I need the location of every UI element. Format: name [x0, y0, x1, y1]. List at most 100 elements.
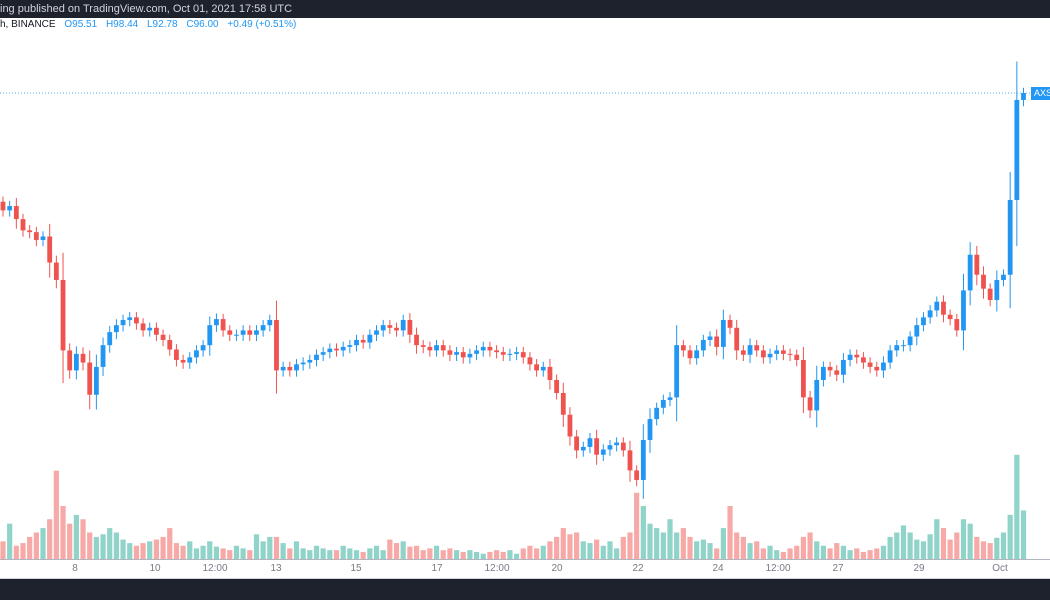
candle-body [207, 325, 213, 346]
volume-bar [740, 536, 746, 559]
candle-body [801, 359, 806, 398]
volume-bar [487, 551, 493, 559]
volume-bar [420, 550, 426, 559]
volume-bar [147, 541, 153, 559]
candle-body [634, 470, 640, 480]
time-tick-label: 22 [632, 563, 644, 574]
volume-bar [467, 550, 473, 559]
volume-bar [80, 519, 86, 559]
candle-body [961, 290, 966, 331]
volume-bar [967, 523, 973, 559]
volume-bar [767, 545, 773, 559]
volume-bar [0, 541, 6, 559]
candle-body [654, 407, 660, 420]
time-tick-label: 10 [149, 563, 161, 574]
candle-body [447, 350, 453, 355]
candle-body [80, 353, 86, 363]
volume-bar [894, 532, 900, 559]
candle-body [527, 357, 533, 365]
volume-bar [507, 550, 513, 559]
volume-bar [380, 550, 386, 559]
volume-bar [920, 541, 927, 559]
candle-body [320, 352, 326, 355]
volume-bar [934, 519, 940, 559]
candle-body [594, 438, 600, 455]
volume-bar [100, 534, 106, 559]
candle-body [394, 327, 399, 331]
candle-body [774, 350, 780, 354]
volume-bar [847, 550, 853, 559]
candle-body [240, 330, 246, 335]
volume-bar [660, 532, 666, 559]
volume-bar [427, 548, 433, 559]
candle-body [494, 350, 499, 353]
candle-body [854, 354, 860, 358]
candle-body [861, 357, 866, 363]
candle-body [807, 397, 813, 411]
volume-bar [480, 553, 486, 559]
candle-body [874, 366, 880, 371]
candle-body [534, 364, 539, 371]
volume-bar [40, 528, 46, 559]
candle-body [354, 339, 359, 346]
volume-bar [780, 551, 786, 559]
time-tick-label: 29 [913, 563, 925, 574]
volume-bar [367, 548, 373, 559]
volume-bar [287, 548, 293, 559]
volume-bar [293, 541, 300, 559]
candle-body [794, 354, 800, 360]
candle-body [67, 350, 73, 371]
candle-body [847, 354, 853, 360]
volume-bar [687, 536, 693, 559]
volume-bar [333, 550, 340, 559]
volume-bar [714, 548, 720, 559]
candle-body [967, 254, 973, 291]
time-tick-label: 8 [72, 563, 78, 574]
volume-bar [940, 528, 947, 559]
volume-bar [900, 525, 907, 559]
volume-bar [453, 550, 460, 559]
volume-bar [814, 541, 820, 559]
volume-bar [594, 539, 600, 559]
candlestick-chart[interactable] [0, 35, 1050, 559]
candle-body [540, 366, 546, 371]
candle-body [554, 379, 560, 393]
volume-bar [707, 543, 713, 559]
volume-bar [694, 541, 700, 559]
candle-body [507, 353, 513, 355]
volume-bar [994, 537, 1000, 559]
volume-bar [320, 548, 326, 559]
candle-body [921, 317, 926, 326]
time-tick-label: Oct [992, 563, 1008, 574]
candle-body [767, 353, 773, 358]
candle-body [474, 350, 479, 354]
time-tick-label: 20 [551, 563, 563, 574]
candle-body [73, 353, 79, 371]
time-axis[interactable]: 8 10 12:00 13 15 17 12:00 20 22 24 12:00 27 29 Oct [0, 559, 1050, 580]
volume-bar [700, 539, 706, 559]
candle-body [614, 442, 620, 446]
candle-body [740, 350, 746, 355]
candle-body [914, 325, 920, 337]
volume-bar [627, 532, 633, 559]
candle-body [927, 310, 933, 318]
candle-body [760, 350, 766, 358]
legend-low: L92.78 [146, 19, 178, 30]
candle-body [127, 317, 133, 320]
volume-bar [794, 545, 800, 559]
candle-body [720, 319, 726, 347]
volume-bar [727, 506, 733, 559]
candle-body [620, 442, 626, 451]
candle-body [180, 359, 186, 363]
candle-body [254, 330, 259, 335]
candle-body [154, 327, 159, 335]
candle-body [954, 319, 960, 331]
volume-bar [33, 532, 39, 559]
volume-bar [574, 532, 580, 559]
candle-body [667, 397, 673, 400]
volume-bar [947, 539, 953, 559]
volume-bar [440, 550, 446, 559]
volume-bar [800, 536, 806, 559]
volume-bar [407, 546, 413, 559]
candle-body [327, 348, 333, 353]
